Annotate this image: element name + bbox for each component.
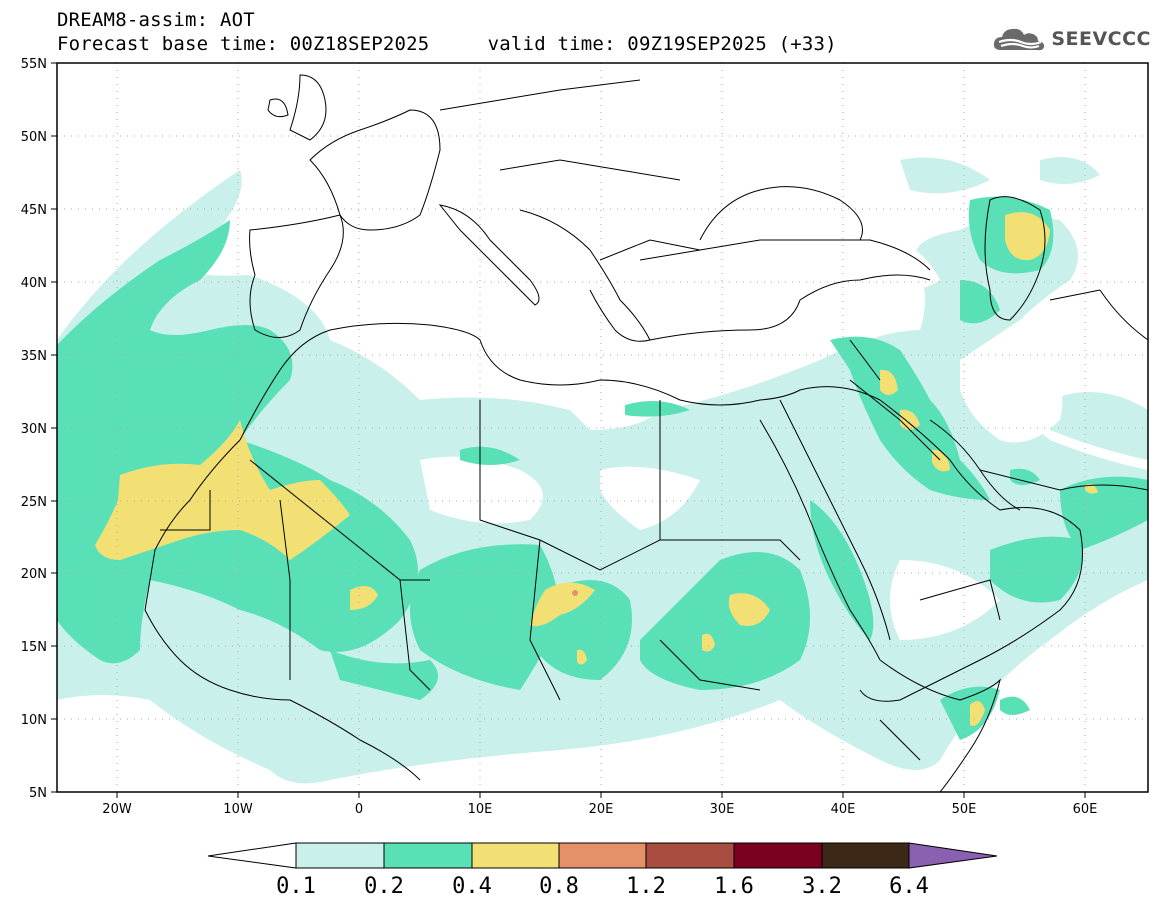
colorbar xyxy=(207,842,998,869)
colorbar-segment xyxy=(733,842,823,869)
lat-label: 30N xyxy=(21,422,47,437)
lon-axis: 20W 10W 0 10E 20E 30E 40E 50E 60E xyxy=(102,792,1097,817)
lat-label: 45N xyxy=(21,203,47,218)
colorbar-label: 0.8 xyxy=(539,874,579,899)
lon-label: 10W xyxy=(223,802,253,817)
colorbar-label: 3.2 xyxy=(802,874,842,899)
colorbar-segment xyxy=(645,842,735,869)
lat-label: 40N xyxy=(21,276,47,291)
coastlines xyxy=(144,74,1148,792)
colorbar-high-arrow xyxy=(908,842,998,869)
colorbar-segment xyxy=(471,842,560,869)
colorbar-segment xyxy=(821,842,910,869)
lat-label: 35N xyxy=(21,349,47,364)
lat-label: 5N xyxy=(29,786,47,801)
forecast-times: Forecast base time: 00Z18SEP2025 valid t… xyxy=(57,33,837,55)
colorbar-label: 1.2 xyxy=(626,874,666,899)
lat-label: 25N xyxy=(21,495,47,510)
seevccc-logo: SEEVCCC xyxy=(991,24,1151,54)
lon-label: 40E xyxy=(831,802,856,817)
colorbar-segment xyxy=(295,842,385,869)
aot-field xyxy=(57,157,1148,784)
logo-text: SEEVCCC xyxy=(1051,28,1151,50)
colorbar-label: 0.1 xyxy=(276,874,316,899)
lat-label: 50N xyxy=(21,130,47,145)
colorbar-label: 1.6 xyxy=(714,874,754,899)
lon-label: 20E xyxy=(589,802,614,817)
lat-axis: 55N 50N 45N 40N 35N 30N 25N 20N 15N 10N … xyxy=(21,57,57,801)
lon-label: 60E xyxy=(1073,802,1098,817)
colorbar-label: 6.4 xyxy=(889,874,929,899)
lat-label: 20N xyxy=(21,567,47,582)
lon-label: 0 xyxy=(355,802,363,817)
map-title: DREAM8-assim: AOT xyxy=(57,9,255,31)
lat-label: 10N xyxy=(21,713,47,728)
lon-label: 20W xyxy=(102,802,132,817)
lat-label: 15N xyxy=(21,640,47,655)
colorbar-segment xyxy=(383,842,473,869)
lon-label: 30E xyxy=(710,802,735,817)
colorbar-label: 0.4 xyxy=(452,874,492,899)
colorbar-label: 0.2 xyxy=(364,874,404,899)
lat-label: 55N xyxy=(21,57,47,72)
colorbar-labels: 0.1 0.2 0.4 0.8 1.2 1.6 3.2 6.4 xyxy=(276,874,929,899)
lon-label: 10E xyxy=(468,802,493,817)
colorbar-low-arrow xyxy=(207,842,297,869)
lon-label: 50E xyxy=(952,802,977,817)
colorbar-segment xyxy=(558,842,647,869)
cloud-icon xyxy=(994,28,1045,51)
